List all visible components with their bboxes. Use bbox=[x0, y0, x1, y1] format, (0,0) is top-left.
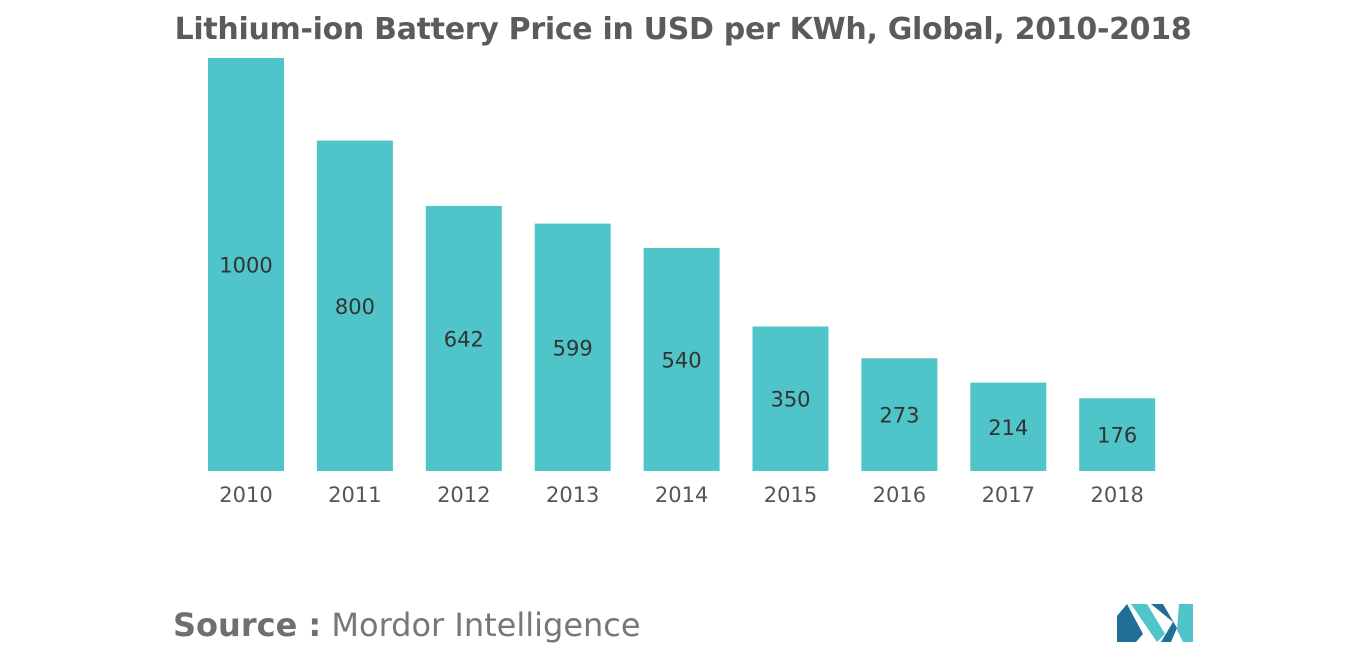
x-tick-label-2012: 2012 bbox=[437, 483, 490, 507]
x-tick-label-2010: 2010 bbox=[219, 483, 272, 507]
bar-2016 bbox=[861, 358, 938, 471]
chart-title: Lithium-ion Battery Price in USD per KWh… bbox=[174, 12, 1192, 47]
value-label-2014: 540 bbox=[662, 349, 702, 373]
x-tick-label-2015: 2015 bbox=[764, 483, 817, 507]
x-tick-label-2014: 2014 bbox=[655, 483, 708, 507]
logo-shape-right bbox=[1177, 604, 1193, 642]
bar-2014 bbox=[643, 248, 720, 471]
value-label-2013: 599 bbox=[553, 336, 593, 360]
bar-2011 bbox=[316, 140, 393, 471]
x-tick-label-2017: 2017 bbox=[982, 483, 1035, 507]
value-label-2017: 214 bbox=[988, 416, 1028, 440]
bar-2018 bbox=[1079, 398, 1156, 471]
source-line: Source : Mordor Intelligence bbox=[173, 606, 641, 644]
value-label-2011: 800 bbox=[335, 295, 375, 319]
bars-layer bbox=[208, 58, 1156, 471]
mordor-intelligence-logo-icon bbox=[1117, 604, 1193, 642]
x-tick-label-2018: 2018 bbox=[1090, 483, 1143, 507]
x-tick-label-2011: 2011 bbox=[328, 483, 381, 507]
x-axis-ticks: 2010 2011 2012 2013 2014 2015 2016 2017 2018 bbox=[219, 483, 1144, 507]
value-label-2016: 273 bbox=[879, 404, 919, 428]
source-label: Source : bbox=[173, 606, 322, 644]
value-labels-layer: 1000 800 642 599 540 350 273 214 176 bbox=[219, 254, 1137, 448]
value-label-2010: 1000 bbox=[219, 254, 272, 278]
source-text: Mordor Intelligence bbox=[331, 606, 641, 644]
logo-shape-left bbox=[1117, 604, 1143, 642]
value-label-2015: 350 bbox=[770, 388, 810, 412]
bar-2013 bbox=[534, 223, 611, 471]
bar-2015 bbox=[752, 326, 829, 471]
logo-shape-mid-dark bbox=[1151, 604, 1177, 642]
value-label-2018: 176 bbox=[1097, 424, 1137, 448]
value-label-2012: 642 bbox=[444, 327, 484, 351]
x-tick-label-2013: 2013 bbox=[546, 483, 599, 507]
bar-2012 bbox=[425, 205, 502, 471]
logo-shape-mid bbox=[1131, 604, 1165, 642]
bar-2017 bbox=[970, 382, 1047, 471]
bar-2010 bbox=[208, 58, 284, 471]
x-tick-label-2016: 2016 bbox=[873, 483, 926, 507]
